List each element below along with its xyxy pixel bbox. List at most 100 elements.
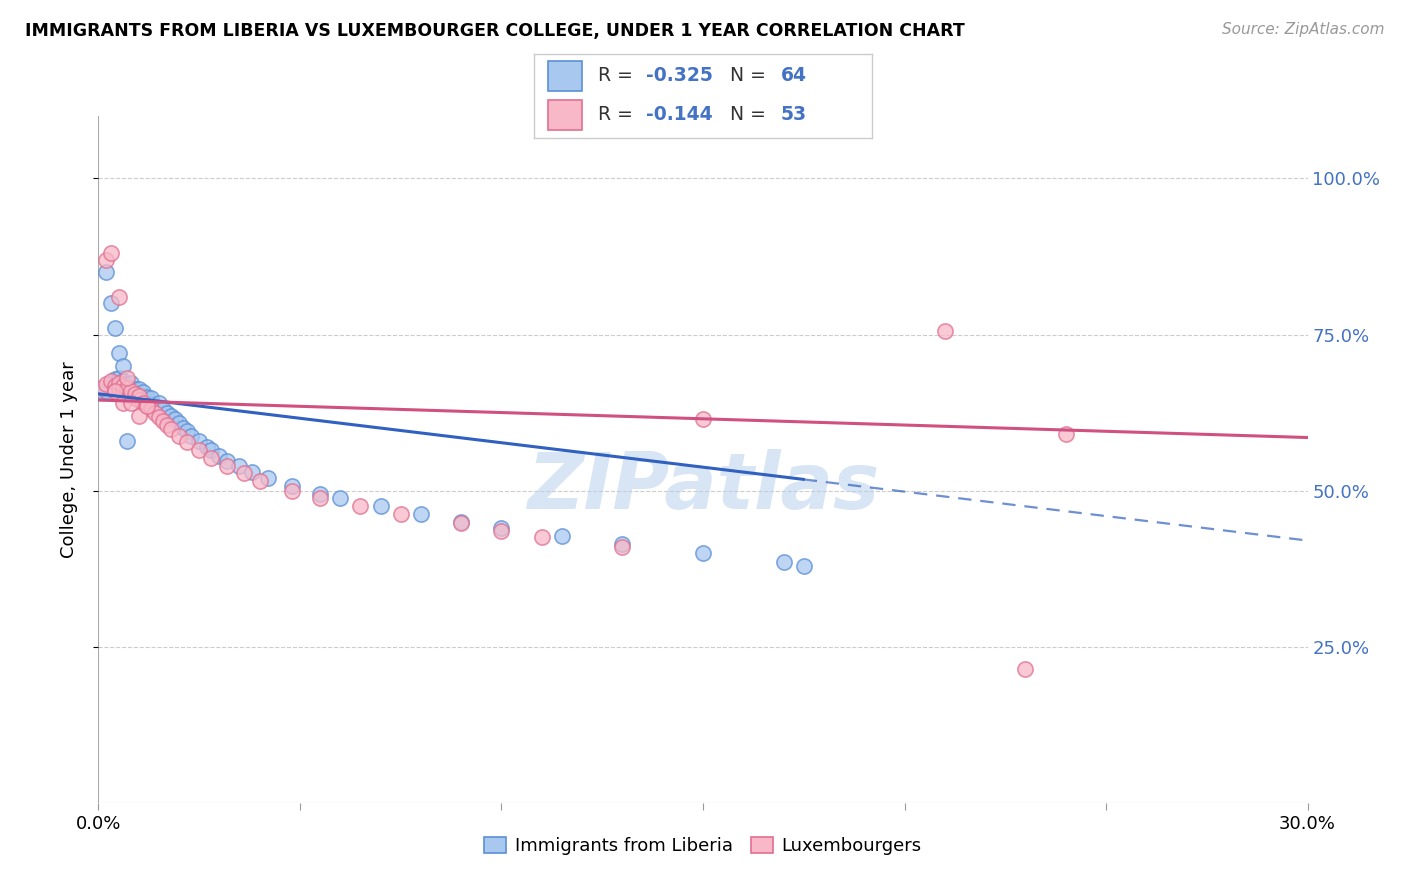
Point (172, 421, 194, 435)
Point (103, 376, 125, 391)
Point (120, 376, 142, 391)
Point (100, 378, 122, 392)
Point (309, 487, 332, 501)
Point (128, 383, 150, 397)
Point (103, 372, 125, 386)
Point (176, 434, 198, 449)
Text: Source: ZipAtlas.com: Source: ZipAtlas.com (1222, 22, 1385, 37)
Point (100, 296, 122, 310)
Point (135, 400, 157, 414)
Point (152, 414, 174, 428)
Point (188, 443, 211, 458)
Point (195, 440, 218, 454)
Point (107, 376, 129, 391)
Point (120, 384, 142, 398)
Point (249, 475, 271, 489)
Point (240, 465, 263, 479)
Point (139, 397, 162, 411)
Point (188, 434, 211, 448)
Point (152, 402, 174, 417)
Point (135, 390, 157, 404)
Point (167, 416, 190, 430)
Point (450, 516, 472, 530)
Point (128, 387, 150, 401)
Point (103, 384, 125, 398)
Point (612, 540, 634, 554)
Point (115, 384, 138, 399)
Point (111, 380, 134, 394)
Point (100, 246, 122, 260)
Point (450, 515, 472, 529)
Point (128, 409, 150, 423)
Point (281, 483, 304, 498)
Point (176, 425, 198, 439)
Point (132, 392, 155, 407)
Point (692, 546, 714, 560)
Point (135, 400, 157, 414)
Text: IMMIGRANTS FROM LIBERIA VS LUXEMBOURGER COLLEGE, UNDER 1 YEAR CORRELATION CHART: IMMIGRANTS FROM LIBERIA VS LUXEMBOURGER … (25, 22, 965, 40)
Point (309, 491, 332, 505)
Point (232, 466, 254, 480)
Point (530, 530, 553, 544)
Point (491, 521, 513, 535)
Point (139, 402, 162, 417)
Point (107, 380, 129, 394)
Point (111, 375, 134, 389)
Point (793, 558, 815, 573)
Text: 53: 53 (780, 105, 807, 124)
Point (491, 524, 513, 539)
Point (148, 396, 170, 410)
Point (200, 443, 222, 458)
Point (167, 428, 190, 442)
Point (115, 380, 138, 394)
Point (349, 500, 371, 514)
Legend: Immigrants from Liberia, Luxembourgers: Immigrants from Liberia, Luxembourgers (477, 830, 929, 863)
Point (389, 508, 412, 522)
Point (128, 389, 150, 403)
Point (409, 508, 432, 522)
FancyBboxPatch shape (548, 62, 582, 91)
Point (120, 389, 142, 403)
Point (143, 405, 166, 420)
Point (228, 458, 250, 473)
Point (163, 412, 186, 426)
Point (256, 471, 278, 485)
Text: ZIPatlas: ZIPatlas (527, 449, 879, 524)
Point (124, 387, 146, 401)
Point (128, 391, 150, 405)
Point (934, 325, 956, 339)
Point (103, 378, 125, 392)
Point (281, 478, 304, 492)
Point (111, 359, 134, 373)
Point (115, 371, 138, 385)
Point (612, 537, 634, 551)
Point (96, 252, 118, 267)
Point (772, 555, 794, 570)
Point (180, 428, 202, 442)
Point (107, 290, 129, 304)
Point (91, 384, 114, 398)
Point (107, 380, 129, 394)
Point (1054, 427, 1077, 442)
Point (124, 383, 146, 397)
Point (115, 434, 138, 448)
Point (217, 458, 239, 473)
Point (103, 321, 125, 335)
FancyBboxPatch shape (548, 100, 582, 130)
Point (100, 375, 122, 389)
Point (156, 405, 179, 420)
Point (115, 380, 138, 394)
Point (329, 491, 352, 505)
Point (160, 422, 183, 436)
Point (135, 395, 157, 409)
Point (111, 396, 134, 410)
Point (120, 387, 142, 401)
Point (156, 417, 179, 433)
Point (160, 409, 183, 423)
Point (128, 392, 150, 407)
Point (115, 384, 138, 399)
Text: N =: N = (730, 67, 772, 86)
Text: -0.144: -0.144 (645, 105, 713, 124)
Y-axis label: College, Under 1 year: College, Under 1 year (59, 361, 77, 558)
Point (120, 384, 142, 398)
